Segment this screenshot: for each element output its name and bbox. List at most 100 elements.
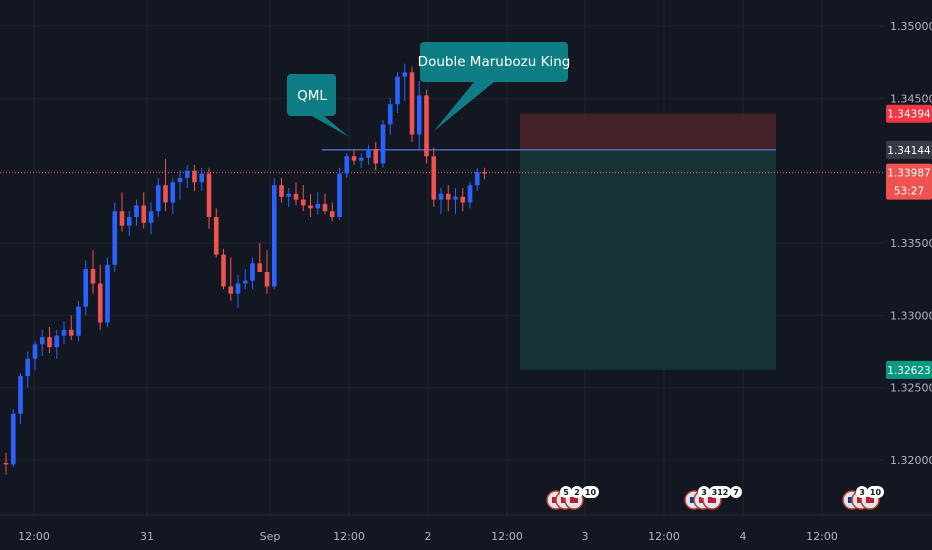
candle-body xyxy=(199,173,205,183)
price-tick-label: 1.33000 xyxy=(890,309,932,322)
position-zones[interactable] xyxy=(0,113,884,370)
candle-body xyxy=(300,199,306,206)
event-badge-bg xyxy=(867,486,884,498)
event-group-0[interactable]: 5 2 10 xyxy=(546,486,599,510)
flag-us-icon-mark xyxy=(570,497,578,503)
candle-body xyxy=(97,283,103,323)
stop-price-tag[interactable]: 1.34394 xyxy=(886,104,932,123)
candle xyxy=(25,351,31,388)
candle-body xyxy=(358,157,364,161)
candle-body xyxy=(177,177,183,183)
candle-body xyxy=(416,95,422,135)
target-price-tag[interactable]: 1.32623 xyxy=(886,360,932,379)
event-badge: 312 xyxy=(709,486,731,498)
event-group-2[interactable]: 3 10 xyxy=(842,486,884,510)
last-price-tag[interactable]: 1.33987 53:27 xyxy=(886,163,932,200)
candle-body xyxy=(402,72,408,77)
candle-body xyxy=(271,185,277,287)
candle-body xyxy=(322,203,328,212)
candle-body xyxy=(10,413,16,465)
event-badge-bg xyxy=(709,486,731,498)
stop-price-tag-box xyxy=(886,104,932,123)
candle xyxy=(105,257,110,327)
candle xyxy=(322,193,328,215)
candle-body xyxy=(68,329,74,336)
flag-us-icon-mark xyxy=(708,497,716,503)
candle xyxy=(431,147,437,207)
take-profit-zone[interactable] xyxy=(520,149,776,370)
candle-body xyxy=(39,337,45,345)
candle xyxy=(83,260,89,316)
event-group-1[interactable]: 3 312 7 xyxy=(684,486,742,510)
time-tick-label: 12:00 xyxy=(648,530,680,543)
event-badge-text: 3 xyxy=(859,488,865,497)
entry-price-tag[interactable]: 1.34144 xyxy=(886,140,932,159)
candle xyxy=(337,167,342,220)
candle-body xyxy=(474,172,480,186)
event-badge: 7 xyxy=(730,486,742,498)
candle-body xyxy=(213,216,219,255)
candle-body xyxy=(112,211,118,265)
candle xyxy=(192,164,197,191)
candle-body xyxy=(32,344,38,359)
candle xyxy=(221,248,226,290)
candle xyxy=(358,153,364,168)
candle-body xyxy=(192,170,197,183)
event-badge: 5 xyxy=(560,486,572,498)
double-marubozu-callout xyxy=(420,42,568,131)
candle xyxy=(134,199,139,226)
candle-body xyxy=(141,205,147,223)
candle xyxy=(453,188,458,215)
candle-countdown-text: 53:27 xyxy=(894,186,924,198)
event-badge-text: 2 xyxy=(574,488,580,497)
event-badge-text: 5 xyxy=(563,488,569,497)
event-badge-bg xyxy=(698,486,710,498)
candle xyxy=(300,185,306,212)
candle xyxy=(438,188,444,215)
candle xyxy=(402,63,408,102)
candle xyxy=(112,202,118,272)
candle-body xyxy=(47,337,52,348)
time-tick-label: 12:00 xyxy=(491,530,523,543)
candle xyxy=(395,72,400,113)
qml-label: QML xyxy=(297,88,327,104)
candle xyxy=(148,202,154,235)
event-badge-text: 10 xyxy=(585,488,597,497)
candle xyxy=(424,89,429,164)
price-tick-label: 1.34500 xyxy=(890,92,932,105)
candle-body xyxy=(424,95,429,157)
candle-body xyxy=(3,462,9,465)
candle-body xyxy=(170,182,176,203)
candle-body xyxy=(445,193,451,200)
price-axis-background xyxy=(884,0,932,550)
candle xyxy=(228,257,234,301)
candle-body xyxy=(409,72,415,135)
time-axis[interactable]: 12:00 31 Sep 12:00 2 12:00 3 12:00 4 12:00 xyxy=(0,514,932,543)
last-price-text: 1.33987 xyxy=(887,168,930,180)
flag-us-icon-mark xyxy=(866,497,874,503)
candle-body xyxy=(395,76,400,105)
candle xyxy=(409,66,415,142)
event-markers[interactable]: 5 2 10 3 312 7 3 10 xyxy=(546,486,884,510)
time-tick-label: Sep xyxy=(260,530,281,543)
price-tick-label: 1.32000 xyxy=(890,454,932,467)
candle xyxy=(482,167,487,180)
event-badge-bg xyxy=(856,486,868,498)
candle xyxy=(47,326,52,353)
candle-body xyxy=(344,156,350,174)
candle xyxy=(163,159,168,212)
candle-body xyxy=(315,203,321,209)
stop-loss-zone[interactable] xyxy=(520,113,776,150)
candle xyxy=(199,167,205,191)
candle xyxy=(279,177,284,203)
double-marubozu-label: Double Marubozu King xyxy=(418,54,571,70)
callouts: QML Double Marubozu King xyxy=(287,42,570,137)
event-badge-text: 7 xyxy=(733,488,739,497)
candle xyxy=(308,193,313,217)
price-axis[interactable]: 1.350001.345001.340001.335001.330001.325… xyxy=(884,0,932,550)
candle-body xyxy=(105,264,110,323)
candle xyxy=(315,192,321,215)
candle xyxy=(177,170,183,200)
